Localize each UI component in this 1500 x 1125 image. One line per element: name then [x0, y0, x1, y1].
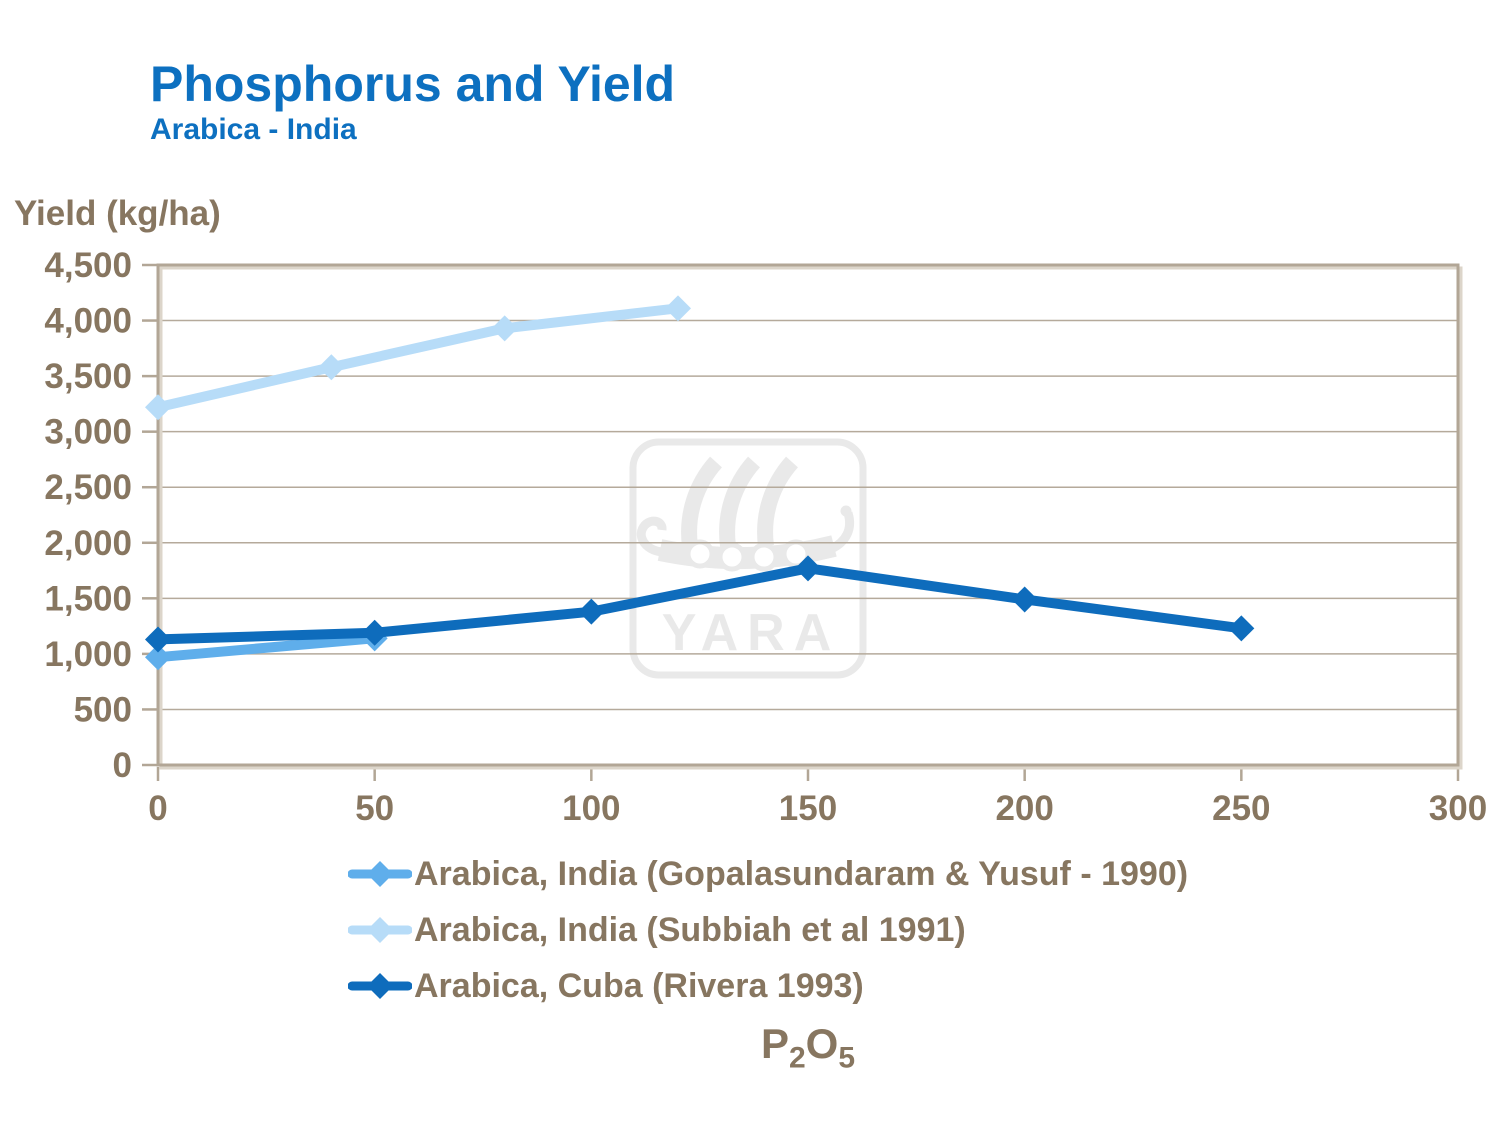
legend-marker-line-diamond: [348, 861, 412, 887]
data-point-marker: [318, 354, 345, 381]
y-axis-title: Yield (kg/ha): [14, 194, 221, 233]
legend-label: Arabica, India (Subbiah et al 1991): [414, 910, 966, 949]
data-point-marker: [145, 626, 171, 653]
y-tick-label: 2,000: [44, 524, 132, 563]
x-tick-label: 100: [562, 789, 620, 828]
data-point-marker: [1011, 586, 1038, 613]
y-tick-label: 3,000: [44, 413, 132, 452]
chart-subtitle: Arabica - India: [150, 113, 357, 146]
data-point-marker: [665, 295, 691, 322]
y-tick-label: 2,500: [44, 468, 132, 507]
legend-marker-line-diamond: [348, 917, 412, 943]
legend-marker-line-diamond: [348, 973, 412, 999]
data-point-marker: [1228, 615, 1255, 642]
y-tick-label: 0: [113, 746, 132, 785]
data-point-marker: [361, 625, 388, 652]
watermark-frame: [629, 438, 867, 679]
y-tick-label: 4,500: [44, 246, 132, 285]
y-tick-label: 1,000: [44, 635, 132, 674]
data-point-marker: [491, 315, 518, 342]
x-tick-label: 150: [779, 789, 837, 828]
y-tick-label: 1,500: [44, 579, 132, 618]
legend-label: Arabica, Cuba (Rivera 1993): [414, 966, 864, 1005]
series-line: [153, 633, 380, 663]
plot-frame: [156, 263, 1460, 767]
data-series: [145, 295, 1255, 671]
data-point-marker: [145, 394, 171, 421]
legend-item-gopalasundaram: Arabica, India (Gopalasundaram & Yusuf -…: [348, 852, 1188, 896]
x-axis-title-sub2: 2: [788, 1041, 806, 1075]
legend-item-subbiah: Arabica, India (Subbiah et al 1991): [348, 908, 1188, 952]
x-tick-label: 200: [995, 789, 1053, 828]
chart-title: Phosphorus and Yield: [150, 56, 676, 112]
x-tick-label: 300: [1429, 789, 1487, 828]
x-tick-label: 0: [148, 789, 167, 828]
plot-frame-bevel: [159, 266, 1463, 770]
data-point-marker: [795, 555, 821, 582]
watermark-text: YARA: [662, 604, 841, 662]
data-point-marker: [578, 598, 605, 625]
series-line: [153, 303, 683, 413]
viking-ship-icon: [636, 456, 855, 572]
series-line: [153, 563, 1247, 645]
legend: Arabica, India (Gopalasundaram & Yusuf -…: [348, 852, 1188, 1008]
legend-label: Arabica, India (Gopalasundaram & Yusuf -…: [414, 854, 1189, 893]
x-axis-title-o: O: [805, 1020, 839, 1067]
data-point-marker: [145, 644, 171, 671]
axes-and-grid: 05001,0001,5002,0002,5003,0003,5004,0004…: [44, 246, 1487, 828]
y-tick-label: 3,500: [44, 357, 132, 396]
y-tick-label: 500: [74, 690, 132, 729]
x-axis-title-p: P: [760, 1020, 789, 1067]
x-tick-label: 50: [355, 789, 394, 828]
legend-item-cuba: Arabica, Cuba (Rivera 1993): [348, 964, 1188, 1008]
yara-watermark: YARA: [629, 438, 867, 679]
y-tick-label: 4,000: [44, 302, 132, 341]
x-tick-label: 250: [1212, 789, 1270, 828]
data-point-marker: [361, 619, 388, 646]
x-axis-title-sub5: 5: [838, 1041, 856, 1075]
x-axis-title: P2O5: [158, 1020, 1458, 1075]
